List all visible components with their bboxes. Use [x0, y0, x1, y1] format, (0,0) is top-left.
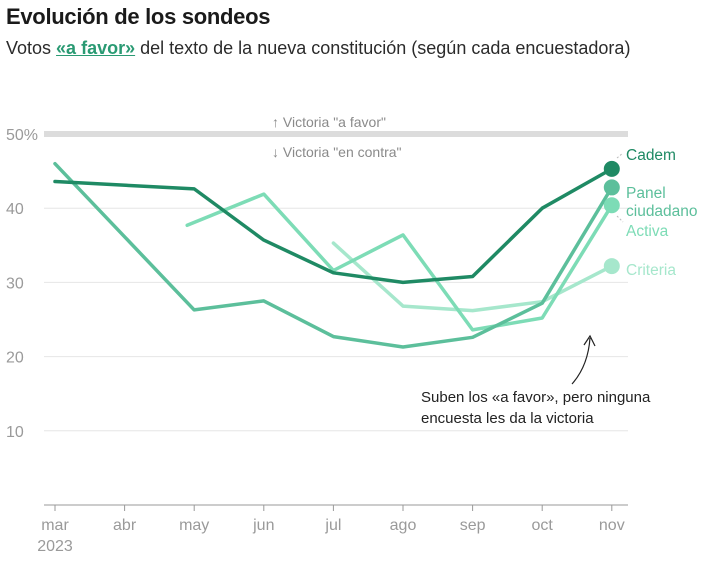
y-tick-label: 40 — [6, 201, 24, 218]
threshold-note-favor: ↑ Victoria "a favor" — [272, 114, 386, 130]
x-tick-label: mar — [41, 517, 69, 534]
series-label: ciudadano — [626, 203, 698, 220]
series-label: Cadem — [626, 147, 676, 164]
chart-title: Evolución de los sondeos — [6, 4, 271, 29]
x-year-label: 2023 — [37, 538, 73, 555]
end-dot-cadem — [603, 160, 620, 177]
x-tick-label: oct — [532, 517, 554, 534]
chart-subtitle: Votos «a favor» del texto de la nueva co… — [6, 38, 630, 59]
subtitle-highlight: «a favor» — [56, 38, 136, 58]
threshold-note-contra: ↓ Victoria "en contra" — [272, 144, 402, 160]
y-tick-label: 20 — [6, 350, 24, 367]
annotation-arrow — [571, 337, 591, 385]
series-label: Panel — [626, 185, 666, 202]
end-dot-activa — [603, 197, 620, 214]
label-leader — [616, 152, 624, 159]
x-tick-label: jul — [324, 517, 341, 534]
x-tick-label: abr — [113, 517, 137, 534]
series-line-cadem — [53, 167, 614, 285]
x-tick-label: may — [179, 517, 209, 534]
series-label: Criteria — [626, 262, 676, 279]
subtitle-pre: Votos — [6, 38, 57, 58]
label-leader — [616, 215, 624, 223]
subtitle-post: del texto de la nueva constitución (segú… — [135, 38, 631, 58]
x-tick-label: jun — [252, 517, 274, 534]
annotation-arrowhead — [583, 334, 596, 347]
series-line-criteria — [331, 241, 614, 313]
y-tick-label: 30 — [6, 275, 24, 292]
series-line-panel-ciudadano — [53, 161, 614, 349]
end-dot-panel-ciudadano — [603, 179, 620, 196]
series-line-activa — [185, 192, 614, 332]
y-tick-label: 50% — [6, 127, 38, 144]
annotation-text: Suben los «a favor», pero ninguna — [421, 389, 651, 406]
x-tick-label: ago — [390, 517, 417, 534]
x-tick-label: nov — [599, 517, 625, 534]
series-label: Activa — [626, 223, 669, 240]
x-tick-label: sep — [460, 517, 486, 534]
annotation-text: encuesta les da la victoria — [421, 410, 594, 427]
y-tick-label: 10 — [6, 424, 24, 441]
end-dot-criteria — [603, 258, 620, 275]
